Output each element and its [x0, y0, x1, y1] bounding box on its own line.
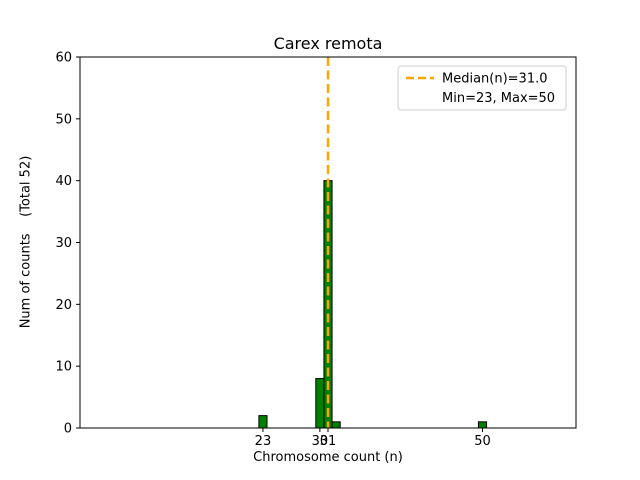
histogram-bar — [331, 421, 341, 429]
y-tick-label: 40 — [55, 174, 72, 189]
y-tick-label: 10 — [55, 360, 72, 375]
x-tick-label: 30 — [312, 434, 329, 449]
x-tick-label: 23 — [255, 434, 272, 449]
x-axis-label: Chromosome count (n) — [253, 450, 403, 465]
y-tick-label: 60 — [55, 51, 72, 66]
y-tick-label: 0 — [64, 422, 72, 437]
legend-entry-label: Median(n)=31.0 — [442, 72, 548, 87]
y-tick-label: 20 — [55, 298, 72, 313]
legend-box — [397, 65, 567, 111]
histogram-bar — [477, 421, 488, 429]
x-tick-label: 50 — [474, 434, 491, 449]
histogram-bar — [258, 415, 268, 429]
histogram-bar — [315, 378, 325, 429]
y-tick-label: 30 — [55, 236, 72, 251]
legend-entry-label: Min=23, Max=50 — [442, 91, 555, 106]
y-tick-label: 50 — [55, 112, 72, 127]
chart-title: Carex remota — [273, 34, 383, 53]
x-tick-label: 31 — [320, 434, 337, 449]
